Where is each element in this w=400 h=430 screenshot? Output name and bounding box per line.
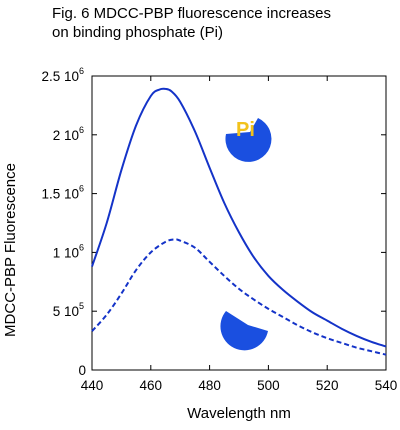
series-line-bound [91, 87, 387, 348]
x-tick-label: 540 [375, 378, 398, 393]
y-tick-exponent: 6 [79, 66, 84, 76]
y-tick-exponent: 5 [79, 301, 84, 311]
series-layer [91, 87, 387, 356]
x-tick-label: 520 [316, 378, 339, 393]
x-tick-label: 500 [257, 378, 280, 393]
chart-title-line-2: on binding phosphate (Pi) [52, 24, 223, 41]
y-tick-exponent: 6 [79, 242, 84, 252]
y-axis-ticks: 05 10 51 10 61.5 10 62 10 62.5 10 6 [41, 66, 386, 378]
chart-title: Fig. 6 MDCC-PBP fluorescence increases o… [52, 4, 397, 42]
y-tick-label: 5 10 [53, 304, 79, 319]
y-tick-label: 1 10 [53, 245, 79, 260]
y-tick-label: 0 [78, 363, 86, 378]
x-axis-ticks: 440 460 480 500 520 540 [81, 76, 398, 393]
protein-without-pi-icon [220, 311, 268, 351]
plot-frame [91, 75, 387, 371]
y-tick-label: 2.5 10 [41, 69, 79, 84]
y-tick-label: 2 10 [53, 128, 79, 143]
pi-label: Pi [236, 119, 255, 141]
y-tick-label: 1.5 10 [41, 187, 79, 202]
y-axis-label: MDCC-PBP Fluorescence [2, 163, 19, 337]
x-tick-label: 440 [81, 378, 104, 393]
y-tick-exponent: 6 [79, 184, 84, 194]
protein-shape-bound [225, 118, 272, 162]
protein-shape-unbound [220, 311, 268, 351]
x-tick-label: 480 [198, 378, 221, 393]
x-tick-label: 460 [140, 378, 163, 393]
chart-title-line-1: Fig. 6 MDCC-PBP fluorescence increases [52, 5, 331, 22]
protein-with-pi-icon: Pi [225, 118, 272, 162]
y-tick-exponent: 6 [79, 125, 84, 135]
x-axis-label: Wavelength nm [187, 405, 291, 422]
